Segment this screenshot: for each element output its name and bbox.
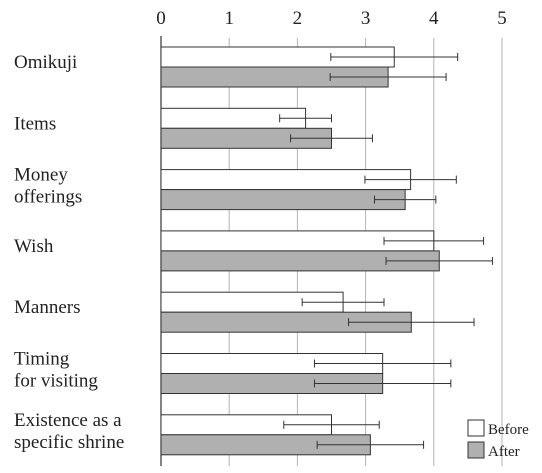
x-tick-label: 3 <box>361 8 371 29</box>
error-bar <box>301 298 385 307</box>
error-bar <box>364 175 457 184</box>
x-tick-label: 4 <box>429 8 439 29</box>
legend-swatch-before <box>467 419 485 437</box>
legend-swatch-after <box>467 441 485 459</box>
category-label: specific shrine <box>14 432 124 453</box>
error-bar <box>348 318 475 327</box>
legend: Before After <box>467 419 529 460</box>
error-bar <box>329 73 447 81</box>
category-label: for visiting <box>14 371 98 392</box>
category-label: Money <box>14 165 68 186</box>
category-label: Existence as a <box>14 410 122 431</box>
bar-after <box>160 189 406 211</box>
category-label: Timing <box>14 349 70 370</box>
category-label: Wish <box>14 236 54 257</box>
category-label: Items <box>14 113 56 134</box>
error-bar <box>330 53 459 61</box>
error-bar <box>290 134 373 143</box>
x-tick-label: 5 <box>497 8 507 29</box>
x-tick-label: 2 <box>293 8 303 29</box>
tick-labels: 0 1 2 3 4 5 <box>156 8 507 29</box>
category-label: offerings <box>14 187 82 208</box>
legend-label: After <box>488 444 520 460</box>
legend-label: Before <box>488 422 529 438</box>
error-bars <box>279 53 493 449</box>
x-tick-label: 0 <box>156 8 166 29</box>
error-bar <box>313 359 452 368</box>
category-label: Omikuji <box>14 52 77 73</box>
error-bar <box>283 420 380 429</box>
error-bar <box>383 236 485 245</box>
error-bar <box>313 379 452 388</box>
bars <box>160 46 440 456</box>
error-bar <box>385 256 493 265</box>
error-bar <box>279 114 332 123</box>
error-bar <box>316 440 425 449</box>
error-bar <box>373 195 437 204</box>
x-tick-label: 1 <box>224 8 234 29</box>
category-label: Manners <box>14 297 80 318</box>
